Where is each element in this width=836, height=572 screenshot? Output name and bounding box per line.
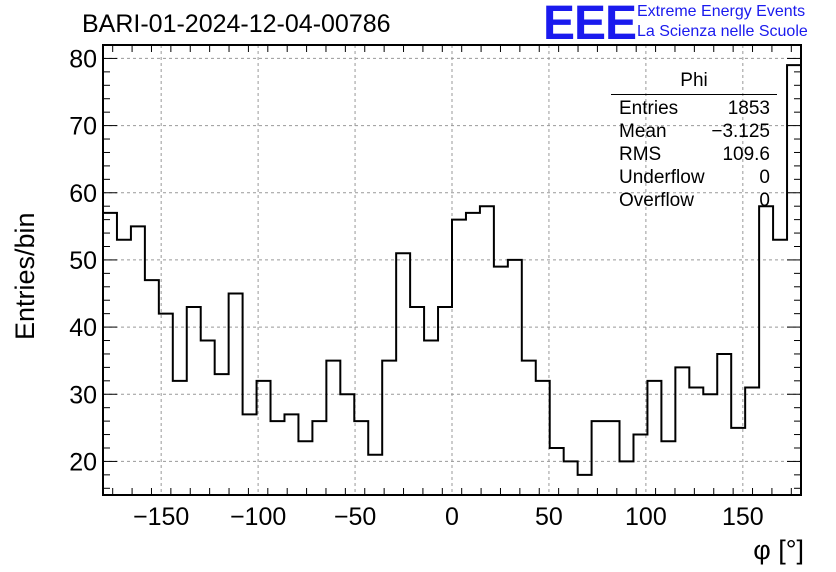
stats-label: RMS [619,144,662,165]
y-tick-label-1: 30 [69,381,97,409]
x-tick-label-5: 100 [625,503,667,531]
chart-title: BARI-01-2024-12-04-00786 [82,10,391,38]
logo-line-2: La Scienza nelle Scuole [637,23,808,40]
x-axis-label: φ [°] [753,535,804,565]
stats-box-name: Phi [611,70,777,95]
y-tick-label-2: 40 [69,314,97,342]
x-tick-label-4: 50 [535,503,563,531]
stats-label: Entries [619,98,679,119]
x-tick-label-3: 0 [445,503,459,531]
stats-row-overflow: Overflow 0 [611,189,777,212]
y-tick-label-0: 20 [69,448,97,476]
stats-value: −3.125 [711,121,770,142]
stats-value: 1853 [727,98,770,119]
stats-row-rms: RMS 109.6 [611,143,777,166]
x-tick-label-1: −100 [230,503,286,531]
eee-logo-mark: EEE [543,0,637,50]
stats-row-entries: Entries 1853 [611,97,777,120]
y-tick-label-6: 80 [69,45,97,73]
x-tick-label-6: 150 [722,503,764,531]
logo-line-1: Extreme Energy Events [637,3,806,20]
axis-ticks [103,44,801,495]
y-tick-label-4: 60 [69,180,97,208]
eee-logo-text: Extreme Energy Events La Scienza nelle S… [637,2,808,42]
histogram-line [103,64,801,476]
axis-tick-labels: −150 −100 −50 0 50 100 150 20 30 40 50 60 70 80 [69,45,764,531]
stats-row-underflow: Underflow 0 [611,166,777,189]
stats-value: 0 [759,167,770,188]
stats-label: Overflow [619,190,694,211]
y-tick-label-3: 50 [69,247,97,275]
stats-label: Underflow [619,167,705,188]
stats-value: 0 [759,190,770,211]
plot-frame [102,44,802,496]
x-tick-label-0: −150 [133,503,189,531]
stats-row-mean: Mean −3.125 [611,120,777,143]
y-tick-label-5: 70 [69,113,97,141]
stats-label: Mean [619,121,667,142]
stats-box: Phi Entries 1853 Mean −3.125 RMS 109.6 U… [611,70,777,212]
x-tick-label-2: −50 [334,503,376,531]
stats-value: 109.6 [722,144,770,165]
